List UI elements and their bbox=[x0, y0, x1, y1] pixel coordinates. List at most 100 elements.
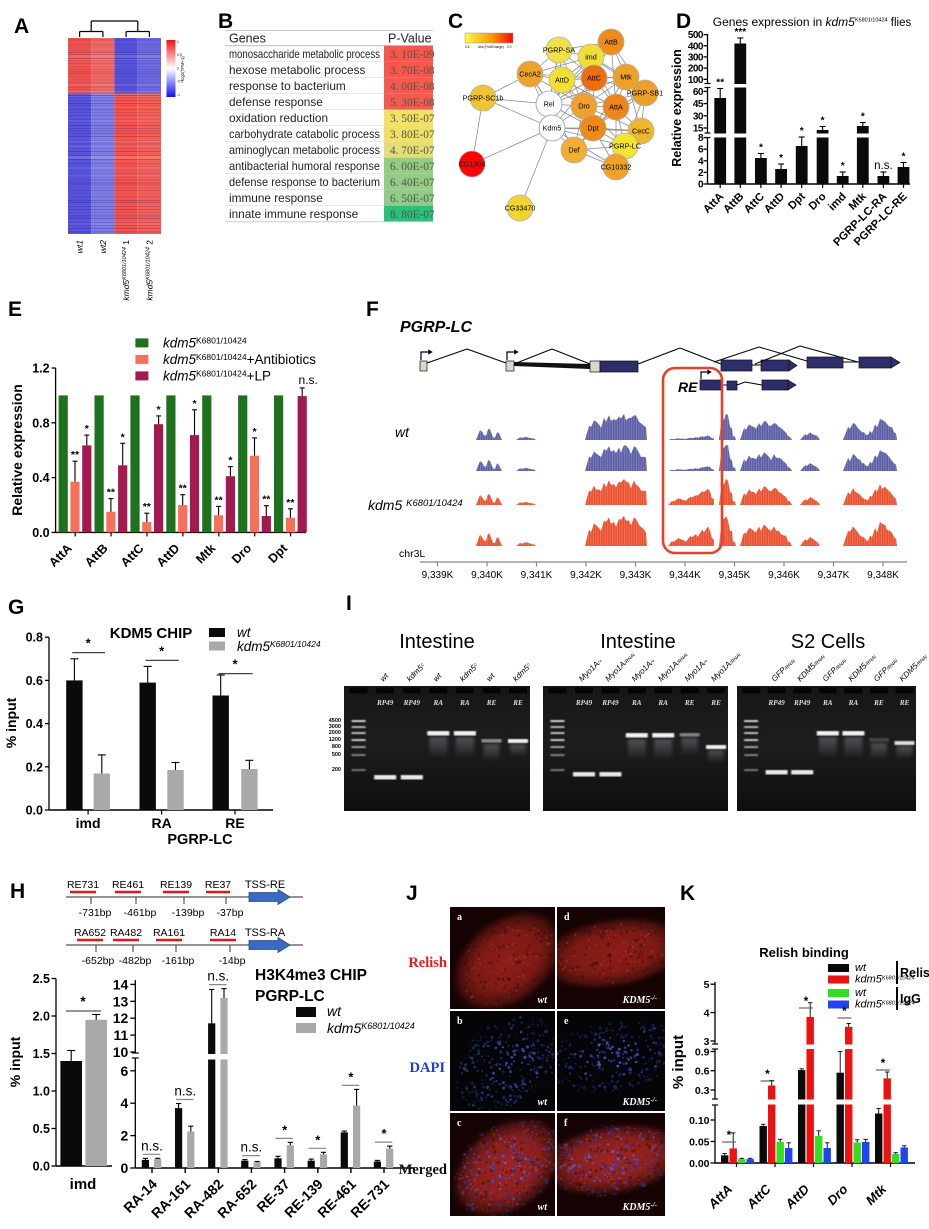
svg-text:**: ** bbox=[716, 78, 724, 89]
svg-text:*: * bbox=[159, 643, 165, 658]
svg-text:*: * bbox=[727, 1128, 732, 1142]
svg-text:Myo1A/+: Myo1A/+ bbox=[683, 656, 710, 683]
svg-text:500: 500 bbox=[332, 752, 341, 758]
svg-text:AttB: AttB bbox=[82, 541, 111, 570]
svg-text:500: 500 bbox=[688, 30, 704, 41]
svg-text:RA482: RA482 bbox=[110, 927, 142, 939]
svg-text:0.00: 0.00 bbox=[689, 1158, 710, 1170]
svg-text:wt: wt bbox=[855, 962, 867, 974]
svg-text:RE: RE bbox=[899, 699, 910, 707]
svg-text:*: * bbox=[85, 423, 90, 435]
svg-text:*: * bbox=[841, 161, 845, 172]
svg-text:wt: wt bbox=[378, 671, 391, 684]
svg-text:3: 3 bbox=[704, 1036, 710, 1048]
svg-text:Dro: Dro bbox=[824, 1181, 850, 1207]
svg-text:0: 0 bbox=[121, 1160, 129, 1176]
svg-text:2.0: 2.0 bbox=[507, 45, 512, 49]
svg-text:RE139: RE139 bbox=[160, 879, 192, 891]
svg-text:wt: wt bbox=[538, 1202, 549, 1213]
svg-text:**: ** bbox=[262, 494, 271, 506]
svg-text:2: 2 bbox=[698, 168, 704, 179]
svg-text:Intestine: Intestine bbox=[399, 631, 475, 653]
svg-text:3000: 3000 bbox=[329, 724, 341, 730]
svg-text:C: C bbox=[448, 10, 463, 33]
svg-text:Mtk: Mtk bbox=[863, 1181, 890, 1208]
svg-text:Dro: Dro bbox=[229, 541, 254, 566]
svg-text:KDM5-/-: KDM5-/- bbox=[622, 1201, 658, 1213]
svg-text:imd: imd bbox=[585, 53, 597, 62]
svg-text:AttC: AttC bbox=[118, 541, 147, 570]
svg-text:d: d bbox=[564, 912, 570, 923]
svg-text:Dro: Dro bbox=[578, 102, 590, 111]
svg-text:Relish: Relish bbox=[408, 955, 447, 971]
svg-text:4: 4 bbox=[698, 156, 704, 167]
svg-text:*: * bbox=[861, 112, 865, 123]
svg-text:log2(TPM+1): log2(TPM+1) bbox=[180, 56, 185, 81]
svg-text:RP49: RP49 bbox=[376, 699, 394, 707]
svg-text:13: 13 bbox=[113, 993, 129, 1009]
svg-text:a: a bbox=[457, 912, 462, 923]
svg-text:400: 400 bbox=[688, 41, 704, 52]
svg-text:*: * bbox=[381, 1126, 387, 1141]
svg-text:CecA2: CecA2 bbox=[519, 70, 541, 79]
svg-text:% input: % input bbox=[7, 1036, 23, 1087]
svg-text:Dro: Dro bbox=[807, 191, 829, 213]
svg-text:RA: RA bbox=[631, 699, 642, 707]
svg-text:1.5: 1.5 bbox=[33, 1047, 50, 1061]
svg-text:Myo1A/+: Myo1A/+ bbox=[630, 656, 657, 683]
svg-text:n.s.: n.s. bbox=[174, 1084, 196, 1099]
svg-text:Rel: Rel bbox=[544, 100, 555, 109]
svg-text:kdm5K6801/10424: kdm5K6801/10424 bbox=[163, 335, 247, 350]
svg-text:*: * bbox=[228, 455, 233, 467]
svg-text:-139bp: -139bp bbox=[172, 907, 205, 919]
svg-text:H: H bbox=[10, 880, 25, 903]
svg-text:RE: RE bbox=[486, 699, 497, 707]
svg-text:Myo1A/RNAi: Myo1A/RNAi bbox=[709, 650, 743, 684]
svg-text:AttC: AttC bbox=[587, 74, 601, 83]
svg-text:kdm5K6801/10424+Antibiotics: kdm5K6801/10424+Antibiotics bbox=[163, 352, 316, 367]
svg-text:*: * bbox=[282, 1122, 288, 1137]
svg-text:*: * bbox=[157, 404, 162, 416]
svg-text:E: E bbox=[8, 298, 22, 321]
svg-text:9,346K: 9,346K bbox=[768, 570, 800, 581]
svg-text:100: 100 bbox=[688, 75, 704, 86]
svg-text:G: G bbox=[8, 596, 24, 619]
svg-text:Def: Def bbox=[568, 146, 579, 155]
svg-text:0.6: 0.6 bbox=[26, 674, 43, 688]
svg-text:PGRP-LC: PGRP-LC bbox=[400, 319, 472, 336]
svg-text:Dpt: Dpt bbox=[265, 541, 290, 566]
svg-text:2000: 2000 bbox=[329, 730, 341, 736]
svg-text:RP49: RP49 bbox=[601, 699, 619, 707]
svg-text:0.0: 0.0 bbox=[32, 526, 49, 540]
svg-text:30: 30 bbox=[693, 111, 704, 122]
svg-text:AttB: AttB bbox=[604, 38, 618, 47]
svg-text:hexose metabolic process: hexose metabolic process bbox=[229, 63, 365, 77]
svg-text:RP49: RP49 bbox=[403, 699, 421, 707]
svg-text:4500: 4500 bbox=[329, 718, 341, 724]
svg-text:PGRP-SB1: PGRP-SB1 bbox=[627, 89, 663, 98]
svg-text:0.4: 0.4 bbox=[26, 717, 43, 731]
svg-text:RA652: RA652 bbox=[74, 927, 106, 939]
svg-text:*: * bbox=[842, 1004, 847, 1018]
svg-text:2.0: 2.0 bbox=[33, 1010, 50, 1024]
svg-text:9,341K: 9,341K bbox=[521, 570, 553, 581]
svg-text:kdm5C: kdm5C bbox=[511, 661, 533, 683]
svg-text:Kdm5: Kdm5 bbox=[543, 124, 562, 133]
svg-text:K: K bbox=[680, 882, 695, 905]
svg-text:PGRP-LC: PGRP-LC bbox=[609, 142, 641, 151]
svg-text:monosaccharide metabolic proce: monosaccharide metabolic process bbox=[229, 47, 380, 61]
svg-text:**: ** bbox=[215, 494, 224, 506]
svg-text:wt: wt bbox=[431, 671, 444, 684]
svg-text:PGRP-LC: PGRP-LC bbox=[167, 832, 233, 848]
svg-text:chr3L: chr3L bbox=[399, 548, 425, 560]
svg-text:-461bp: -461bp bbox=[124, 907, 157, 919]
svg-text:kdm5C: kdm5C bbox=[405, 661, 427, 683]
svg-text:imd: imd bbox=[76, 815, 101, 831]
svg-text:I: I bbox=[346, 592, 352, 615]
svg-text:KDM5-/-: KDM5-/- bbox=[622, 994, 658, 1006]
svg-text:6. 40E-07: 6. 40E-07 bbox=[390, 177, 435, 189]
svg-text:AttC: AttC bbox=[742, 191, 767, 216]
svg-text:carbohydrate catabolic process: carbohydrate catabolic process bbox=[229, 127, 380, 141]
svg-text:0: 0 bbox=[698, 180, 704, 191]
svg-text:Merged: Merged bbox=[399, 1162, 447, 1178]
